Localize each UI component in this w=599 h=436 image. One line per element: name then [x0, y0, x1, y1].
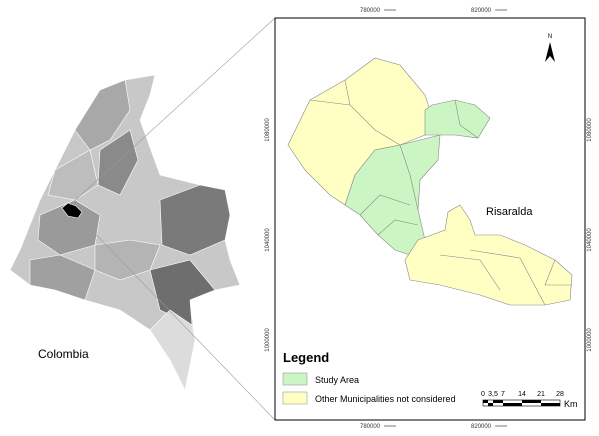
- grid-labels: 780000 780000 820000 820000 1080000 1080000 10…: [265, 8, 593, 430]
- scale-label: 28: [556, 391, 564, 398]
- scale-bar: Km 0 3,5 7 14 21 28: [481, 391, 577, 409]
- scale-label: 0: [481, 391, 485, 398]
- region-label: Risaralda: [486, 206, 533, 218]
- legend-label: Other Municipalities not considered: [315, 394, 456, 404]
- colombia-map: [9, 74, 241, 391]
- north-arrow: N: [545, 34, 555, 62]
- connector-line: [79, 217, 276, 421]
- legend-label: Study Area: [315, 375, 359, 385]
- x-grid-label-top: 780000: [360, 8, 381, 14]
- x-grid-label-bottom: 780000: [360, 424, 381, 430]
- scale-label: 14: [518, 391, 526, 398]
- legend-title: Legend: [283, 350, 329, 365]
- y-grid-label-left: 1040000: [265, 228, 271, 252]
- risaralda-map: [287, 57, 573, 306]
- legend-swatch: [282, 391, 308, 405]
- y-grid-label-left: 1000000: [265, 328, 271, 352]
- legend-swatch: [282, 372, 308, 386]
- y-grid-label-right: 1080000: [587, 118, 593, 142]
- y-grid-label-right: 1040000: [587, 228, 593, 252]
- scale-label: 3,5: [488, 391, 498, 398]
- y-grid-label-left: 1080000: [265, 118, 271, 142]
- y-grid-label-right: 1000000: [587, 328, 593, 352]
- x-grid-label-bottom: 820000: [471, 424, 492, 430]
- north-label: N: [548, 34, 552, 40]
- country-label: Colombia: [38, 347, 89, 361]
- connector-line: [69, 17, 276, 206]
- scale-label: 7: [501, 391, 505, 398]
- map-frame: [274, 17, 586, 421]
- x-grid-label-top: 820000: [471, 8, 492, 14]
- scale-label: 21: [537, 391, 545, 398]
- scale-unit: Km: [564, 399, 578, 409]
